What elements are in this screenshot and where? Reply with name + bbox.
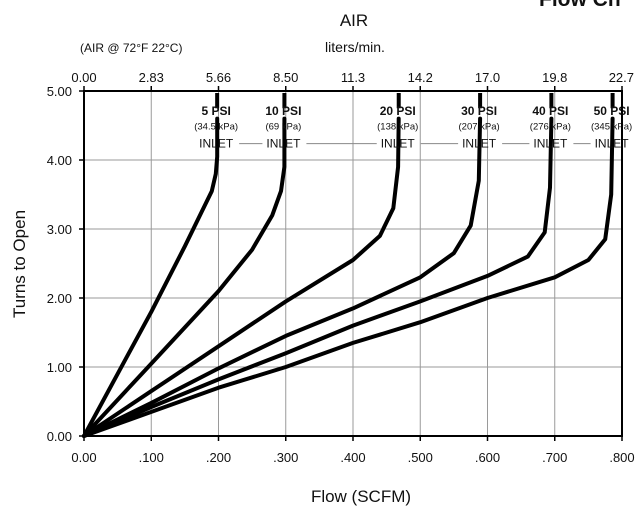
top-tick-label: 0.00 bbox=[71, 70, 96, 85]
left-axis-ticks: 0.00 1.00 2.00 3.00 4.00 5.00 bbox=[47, 84, 84, 444]
series-pressure-kpa: (276 kPa) bbox=[530, 122, 571, 133]
top-tick-label: 14.2 bbox=[408, 70, 433, 85]
curves bbox=[82, 93, 615, 438]
inlet-label: INLET bbox=[533, 137, 568, 151]
series-name: 30 PSI bbox=[461, 104, 497, 118]
y-tick-label: 3.00 bbox=[47, 222, 72, 237]
top-axis-units: liters/min. bbox=[325, 39, 385, 55]
top-tick-label: 11.3 bbox=[341, 70, 365, 85]
x-tick-label: .600 bbox=[475, 450, 500, 465]
top-tick-label: 5.66 bbox=[206, 70, 231, 85]
series-line bbox=[82, 116, 220, 438]
x-tick-label: .800 bbox=[609, 450, 634, 465]
series-line bbox=[82, 116, 287, 438]
y-tick-label: 5.00 bbox=[47, 84, 72, 99]
top-tick-label: 22.7 bbox=[609, 70, 634, 85]
series-name: 20 PSI bbox=[380, 104, 416, 118]
x-tick-label: 0.00 bbox=[71, 450, 96, 465]
x-tick-label: .400 bbox=[340, 450, 365, 465]
inlet-label: INLET bbox=[595, 137, 630, 151]
y-tick-label: 2.00 bbox=[47, 291, 72, 306]
series-labels: 5 PSI (34.5 kPa) INLET 10 PSI (69 kPa) INLET 2… bbox=[194, 104, 632, 150]
x-tick-label: .200 bbox=[206, 450, 231, 465]
series-line bbox=[82, 116, 554, 438]
series-line bbox=[82, 116, 401, 438]
series-name: 5 PSI bbox=[201, 104, 230, 118]
top-tick-label: 8.50 bbox=[273, 70, 298, 85]
x-tick-label: .300 bbox=[273, 450, 298, 465]
y-axis-label: Turns to Open bbox=[10, 210, 29, 318]
series-pressure-kpa: (345 kPa) bbox=[591, 122, 632, 133]
top-tick-label: 2.83 bbox=[139, 70, 164, 85]
series-line bbox=[82, 116, 483, 438]
x-tick-label: .700 bbox=[542, 450, 567, 465]
x-tick-label: .500 bbox=[408, 450, 433, 465]
series-name: 50 PSI bbox=[594, 104, 630, 118]
top-tick-label: 19.8 bbox=[542, 70, 567, 85]
series-name: 40 PSI bbox=[532, 104, 568, 118]
series-pressure-kpa: (69 kPa) bbox=[265, 122, 301, 133]
inlet-label: INLET bbox=[462, 137, 497, 151]
series-pressure-kpa: (207 kPa) bbox=[459, 122, 500, 133]
y-tick-label: 1.00 bbox=[47, 360, 72, 375]
series-name: 10 PSI bbox=[265, 104, 301, 118]
inlet-label: INLET bbox=[199, 137, 234, 151]
inlet-label: INLET bbox=[266, 137, 301, 151]
x-axis-label: Flow (SCFM) bbox=[311, 487, 411, 506]
series-line bbox=[82, 116, 615, 438]
series-pressure-kpa: (138 kPa) bbox=[377, 122, 418, 133]
corner-title: Flow Ch bbox=[539, 0, 621, 11]
x-tick-label: .100 bbox=[139, 450, 164, 465]
y-tick-label: 4.00 bbox=[47, 153, 72, 168]
top-tick-label: 17.0 bbox=[475, 70, 500, 85]
y-tick-label: 0.00 bbox=[47, 429, 72, 444]
top-axis-ticks: 0.00 2.83 5.66 8.50 11.3 14.2 17.0 19.8 22.7 bbox=[71, 70, 634, 91]
inlet-label: INLET bbox=[381, 137, 416, 151]
top-axis-title: AIR bbox=[340, 11, 368, 30]
air-condition-note: (AIR @ 72°F 22°C) bbox=[80, 41, 182, 55]
bottom-axis-ticks: 0.00 .100 .200 .300 .400 .500 .600 .700 .800 bbox=[71, 436, 635, 465]
series-pressure-kpa: (34.5 kPa) bbox=[194, 122, 238, 133]
